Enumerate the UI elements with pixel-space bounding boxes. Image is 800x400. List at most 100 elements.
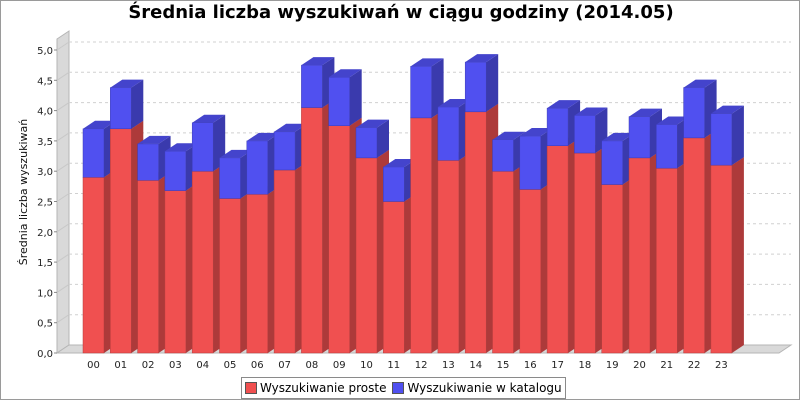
- y-tick-label: 5,0: [37, 46, 53, 57]
- bar-front-catalog: [437, 106, 460, 161]
- bar-side-catalog: [431, 58, 444, 118]
- bar-top-catalog: [137, 135, 171, 144]
- bar-front-catalog: [710, 113, 733, 166]
- bar-front-simple: [601, 184, 623, 354]
- bar-side-simple: [731, 157, 744, 353]
- bar-front-simple: [328, 125, 350, 354]
- bar-side-catalog: [486, 54, 499, 112]
- x-tick-label: 03: [169, 360, 182, 371]
- bar-front-simple: [164, 190, 187, 354]
- bar-top-catalog: [110, 79, 144, 88]
- bar-front-simple: [137, 180, 159, 354]
- gridline-wall: [56, 283, 70, 293]
- bar-front-simple: [355, 157, 378, 354]
- x-tick-label: 20: [633, 360, 646, 371]
- bar-front-catalog: [191, 122, 214, 172]
- bar-front-simple: [656, 167, 678, 354]
- bar-front-catalog: [546, 107, 569, 146]
- bar-front-catalog: [383, 166, 405, 202]
- bar-side-catalog: [131, 79, 144, 129]
- y-tick-label: 1,5: [37, 258, 53, 269]
- gridline-wall: [56, 71, 70, 81]
- bar-top-catalog: [710, 105, 744, 114]
- bar-top-catalog: [274, 123, 308, 132]
- y-tick-label: 2,5: [37, 198, 53, 209]
- bar-front-catalog: [301, 64, 323, 108]
- x-tick-label: 15: [497, 360, 510, 371]
- chart-title: Średnia liczba wyszukiwań w ciągu godzin…: [128, 2, 674, 23]
- x-tick-label: 01: [114, 360, 127, 371]
- bar-front-simple: [628, 157, 651, 354]
- bar-top-catalog: [164, 143, 198, 152]
- bar-front-catalog: [656, 124, 678, 169]
- x-tick-label: 04: [196, 360, 209, 371]
- bar-top-catalog: [629, 108, 662, 117]
- gridline-wall: [56, 41, 70, 51]
- bar-front-simple: [383, 201, 405, 354]
- gridline-wall: [56, 314, 70, 324]
- bar-front-simple: [546, 145, 569, 354]
- bar-top-catalog: [83, 120, 116, 129]
- bar-front-simple: [246, 193, 269, 354]
- bar-top-catalog: [437, 98, 471, 107]
- gridline-wall: [56, 162, 70, 172]
- bar-top-catalog: [547, 100, 581, 109]
- y-tick-label: 2,0: [37, 228, 53, 239]
- x-tick-label: 08: [306, 360, 319, 371]
- y-tick-label: 0,0: [37, 349, 53, 360]
- bar-front-simple: [437, 160, 460, 354]
- legend-label-catalog-search: Wyszukiwanie w katalogu: [407, 381, 562, 395]
- bar-top-catalog: [601, 132, 635, 141]
- gridline-wall: [56, 223, 70, 233]
- y-tick-label: 3,0: [37, 167, 53, 178]
- bar-top-catalog: [192, 114, 226, 123]
- x-tick-label: 05: [224, 360, 237, 371]
- bar-top-catalog: [219, 149, 253, 158]
- x-tick-label: 06: [251, 360, 264, 371]
- bar-front-simple: [82, 177, 105, 354]
- x-tick-label: 23: [715, 360, 728, 371]
- bar-front-catalog: [137, 143, 159, 181]
- legend-swatch-catalog-search: [392, 382, 405, 394]
- y-tick-label: 4,5: [37, 76, 53, 87]
- bar-front-catalog: [82, 128, 105, 178]
- chart-legend: Wyszukiwanie proste Wyszukiwanie w katal…: [241, 377, 566, 399]
- legend-label-simple-search: Wyszukiwanie proste: [260, 381, 387, 395]
- gridline-wall: [56, 253, 70, 263]
- gridline-wall: [56, 132, 70, 142]
- bar-front-simple: [273, 169, 296, 354]
- bar-top-catalog: [683, 79, 717, 88]
- bar-front-simple: [301, 107, 323, 354]
- bar-front-catalog: [273, 131, 296, 171]
- bar-front-simple: [110, 128, 132, 354]
- bar-front-catalog: [410, 66, 432, 119]
- bar-front-catalog: [328, 77, 350, 126]
- bar-top-catalog: [383, 158, 417, 167]
- bar-top-catalog: [656, 116, 690, 125]
- y-tick-label: 1,0: [37, 288, 53, 299]
- bar-side-catalog: [349, 69, 362, 126]
- legend-item-catalog-search: Wyszukiwanie w katalogu: [392, 381, 562, 395]
- bar-front-simple: [574, 152, 596, 354]
- x-tick-label: 17: [551, 360, 564, 371]
- bar-top-catalog: [574, 107, 608, 116]
- y-axis-title: Średnia liczba wyszukiwań: [17, 119, 30, 266]
- x-tick-label: 07: [278, 360, 291, 371]
- x-tick-label: 22: [688, 360, 701, 371]
- bar-top-catalog: [465, 54, 499, 63]
- x-tick-label: 11: [387, 360, 400, 371]
- x-tick-label: 16: [524, 360, 537, 371]
- x-tick-label: 00: [87, 360, 100, 371]
- bar-top-catalog: [356, 119, 389, 128]
- bar-front-simple: [492, 170, 514, 354]
- bar-front-catalog: [683, 87, 705, 139]
- x-tick-label: 09: [333, 360, 346, 371]
- y-tick-label: 0,5: [37, 319, 53, 330]
- bar-front-catalog: [464, 61, 487, 113]
- bar-front-simple: [710, 164, 733, 354]
- bar-front-catalog: [601, 140, 623, 185]
- x-tick-label: 10: [360, 360, 373, 371]
- gridline-wall: [56, 102, 70, 112]
